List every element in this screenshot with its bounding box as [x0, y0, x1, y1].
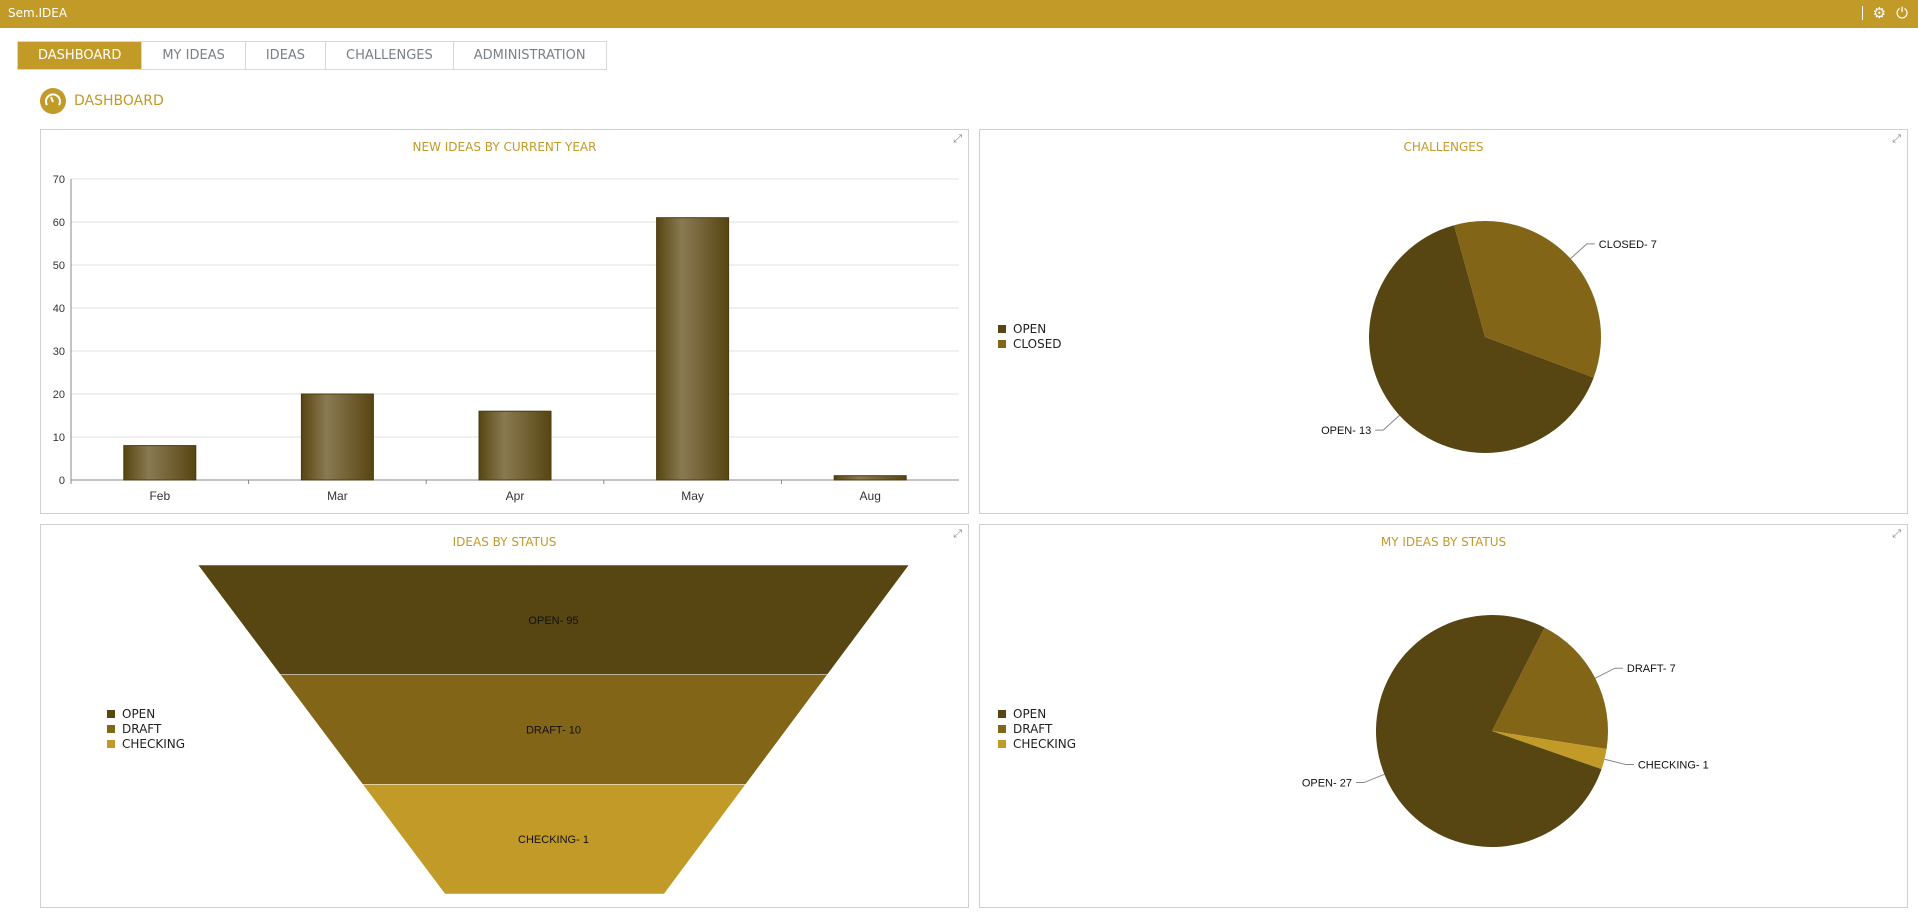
legend-item-checking[interactable]: CHECKING: [998, 736, 1076, 751]
expand-icon[interactable]: ⤢: [953, 527, 962, 540]
panel-title: MY IDEAS BY STATUS: [1380, 535, 1507, 549]
main-tabs: DASHBOARD MY IDEAS IDEAS CHALLENGES ADMI…: [17, 41, 607, 70]
data-label: DRAFT- 7: [1627, 663, 1676, 675]
y-tick-label: 50: [53, 260, 65, 272]
legend: OPEN DRAFT CHECKING: [998, 706, 1076, 751]
panel-challenges: CHALLENGES ⤢ OPEN CLOSED CLOSED- 7 OPEN- …: [979, 129, 1908, 514]
settings-icon[interactable]: ⚙: [1872, 4, 1887, 22]
pie-chart: CLOSED- 7 OPEN- 13: [1321, 220, 1657, 453]
y-tick-label: 20: [53, 389, 65, 401]
expand-icon[interactable]: ⤢: [953, 132, 962, 145]
tab-administration[interactable]: ADMINISTRATION: [473, 48, 586, 63]
panel-ideas-by-status: IDEAS BY STATUS ⤢ OPEN DRAFT CHECKING OP…: [40, 524, 969, 908]
pie-slice-draft: [1492, 627, 1608, 750]
page-title: DASHBOARD: [74, 93, 164, 109]
x-tick-label: Feb: [149, 489, 170, 503]
funnel-segment-checking: [362, 784, 747, 895]
x-tick-label: Aug: [860, 489, 881, 503]
label-leader: [1595, 667, 1623, 679]
panel-new-ideas: NEW IDEAS BY CURRENT YEAR ⤢ 0 10 20 30 40 50 6…: [40, 129, 969, 514]
pie-slice-open: [1376, 615, 1602, 847]
y-tick-label: 60: [53, 217, 65, 229]
app-title: Sem.IDEA: [8, 6, 68, 20]
bar-apr: [478, 410, 552, 481]
y-tick-label: 70: [53, 174, 65, 186]
legend: OPEN CLOSED: [998, 321, 1062, 351]
data-label: CLOSED- 7: [1599, 239, 1657, 251]
label-leader: [1355, 773, 1385, 784]
data-label: DRAFT- 10: [526, 725, 581, 737]
tab-my-ideas[interactable]: MY IDEAS: [142, 42, 246, 69]
panel-title: CHALLENGES: [1403, 140, 1484, 154]
x-tick-label: May: [681, 489, 704, 503]
funnel-chart: OPEN- 95 DRAFT- 10 CHECKING- 1: [197, 564, 910, 895]
legend-item-draft[interactable]: DRAFT: [998, 721, 1076, 736]
data-label: OPEN- 95: [528, 615, 578, 627]
top-bar: Sem.IDEA ⚙ ⏻: [0, 0, 1918, 28]
panel-title: IDEAS BY STATUS: [452, 535, 557, 549]
legend-item-checking[interactable]: CHECKING: [107, 736, 185, 751]
power-icon[interactable]: ⏻: [1896, 4, 1908, 22]
panel-title: NEW IDEAS BY CURRENT YEAR: [412, 140, 597, 154]
divider: [1861, 6, 1863, 20]
y-tick-label: 10: [53, 432, 65, 444]
pie-slice-checking: [1492, 731, 1607, 770]
bar-may: [656, 217, 730, 481]
x-tick-label: Apr: [506, 489, 525, 503]
expand-icon[interactable]: ⤢: [1892, 132, 1901, 145]
y-tick-label: 30: [53, 346, 65, 358]
label-leader: [1604, 758, 1634, 766]
data-label: OPEN- 27: [1302, 778, 1352, 790]
pie-slice-closed: [1454, 220, 1601, 378]
legend-item-open[interactable]: OPEN: [998, 321, 1062, 336]
bar-mar: [300, 393, 374, 481]
pie-chart: DRAFT- 7 CHECKING- 1 OPEN- 27: [1302, 615, 1709, 847]
page-heading: DASHBOARD: [40, 88, 164, 114]
expand-icon[interactable]: ⤢: [1892, 527, 1901, 540]
data-label: OPEN- 13: [1321, 425, 1371, 437]
gauge-icon: [40, 88, 66, 114]
data-label: CHECKING- 1: [1638, 760, 1709, 772]
legend-item-draft[interactable]: DRAFT: [107, 721, 185, 736]
legend: OPEN DRAFT CHECKING: [107, 706, 185, 751]
data-label: CHECKING- 1: [518, 834, 589, 846]
label-leader: [1375, 414, 1400, 431]
tab-challenges[interactable]: CHALLENGES: [326, 42, 454, 69]
y-tick-label: 40: [53, 303, 65, 315]
panel-my-ideas-by-status: MY IDEAS BY STATUS ⤢ OPEN DRAFT CHECKING…: [979, 524, 1908, 908]
bar-chart: 0 10 20 30 40 50 60 70 Feb Mar Apr May Aug: [53, 174, 959, 503]
legend-item-closed[interactable]: CLOSED: [998, 336, 1062, 351]
legend-item-open[interactable]: OPEN: [998, 706, 1076, 721]
tab-dashboard[interactable]: DASHBOARD: [18, 42, 143, 69]
bar-aug: [833, 475, 907, 481]
pie-slice-open: [1369, 225, 1594, 453]
label-leader: [1570, 243, 1595, 260]
bar-feb: [123, 445, 197, 481]
x-tick-label: Mar: [327, 489, 348, 503]
legend-item-open[interactable]: OPEN: [107, 706, 185, 721]
tab-ideas[interactable]: IDEAS: [246, 42, 327, 69]
y-tick-label: 0: [59, 475, 65, 487]
